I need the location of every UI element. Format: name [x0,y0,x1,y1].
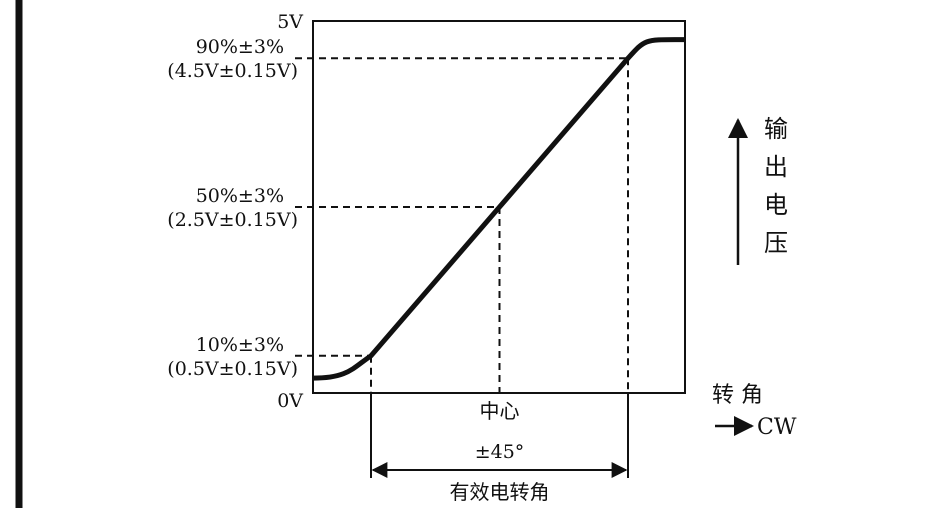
center-label: 中心 [480,399,520,423]
effective-angle-label: 有效电转角 [450,480,550,504]
y-axis-title-char: 电 [764,191,788,219]
level-50-voltage-label: (2.5V±0.15V) [167,209,298,231]
guide-lines [295,57,629,393]
y-tick-5v: 5V [277,11,303,33]
x-axis-title: 转 角 [712,383,763,408]
y-axis-title-char: 输 [764,115,788,143]
level-10-voltage-label: (0.5V±0.15V) [167,358,298,380]
y-axis-title-char: 出 [764,153,788,181]
span-label: ±45° [475,441,525,463]
output-voltage-curve [312,37,686,381]
y-tick-0v: 0V [277,390,303,412]
level-90-voltage-label: (4.5V±0.15V) [167,60,298,82]
y-axis-title-char: 压 [764,229,788,257]
level-90-percent-label: 90%±3% [196,36,284,58]
level-50-percent-label: 50%±3% [196,185,284,207]
level-10-percent-label: 10%±3% [196,334,284,356]
cw-direction-label: CW [757,415,797,440]
